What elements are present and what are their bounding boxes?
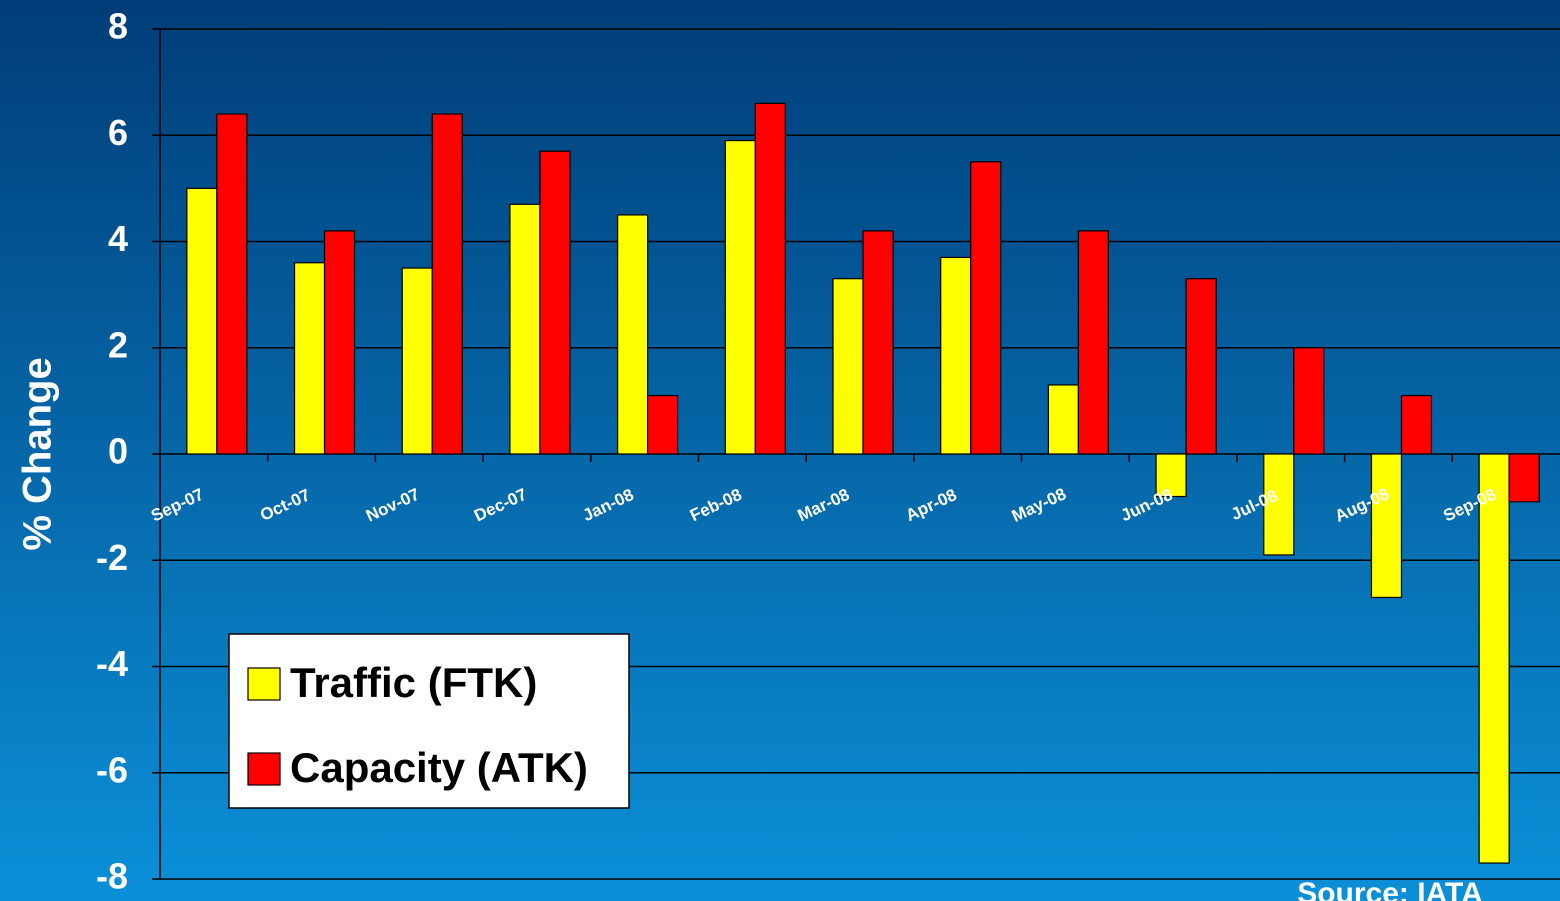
bar xyxy=(216,113,248,455)
y-tick-label: 2 xyxy=(108,324,128,365)
legend-box xyxy=(228,633,630,809)
y-tick-label: -6 xyxy=(96,749,128,790)
bar xyxy=(1047,384,1079,455)
y-tick-label: 6 xyxy=(108,112,128,153)
legend-swatch xyxy=(247,752,281,786)
bar xyxy=(539,150,571,455)
bar xyxy=(1263,453,1295,556)
legend-swatch xyxy=(247,667,281,701)
bar xyxy=(1508,453,1540,503)
bar xyxy=(323,230,356,455)
bar xyxy=(1077,230,1109,455)
bar xyxy=(401,267,433,455)
y-tick-label: 8 xyxy=(108,6,128,47)
bar xyxy=(1478,453,1510,864)
bar xyxy=(1370,453,1403,599)
bar xyxy=(617,214,649,455)
y-tick-label: 0 xyxy=(108,431,128,472)
bar xyxy=(509,203,541,455)
bar xyxy=(970,161,1002,455)
bar xyxy=(832,278,864,455)
bar xyxy=(862,230,894,455)
bar xyxy=(1400,394,1433,455)
legend-label: Traffic (FTK) xyxy=(290,659,537,706)
bar xyxy=(431,113,463,455)
y-tick-label: -8 xyxy=(96,856,128,897)
legend-label: Capacity (ATK) xyxy=(290,744,588,791)
source-note: Source: IATA xyxy=(1297,877,1483,901)
bar xyxy=(754,102,786,455)
bar xyxy=(1185,278,1217,455)
y-axis-label: % Change xyxy=(16,357,60,550)
y-tick-label: -2 xyxy=(96,537,128,578)
bar xyxy=(647,394,679,455)
bar xyxy=(724,139,756,455)
bar xyxy=(940,256,972,455)
bar xyxy=(1155,453,1187,498)
y-tick-label: 4 xyxy=(108,218,128,259)
bar xyxy=(293,262,326,455)
bar xyxy=(1293,347,1325,455)
bar xyxy=(186,187,218,455)
y-tick-label: -4 xyxy=(96,643,128,684)
